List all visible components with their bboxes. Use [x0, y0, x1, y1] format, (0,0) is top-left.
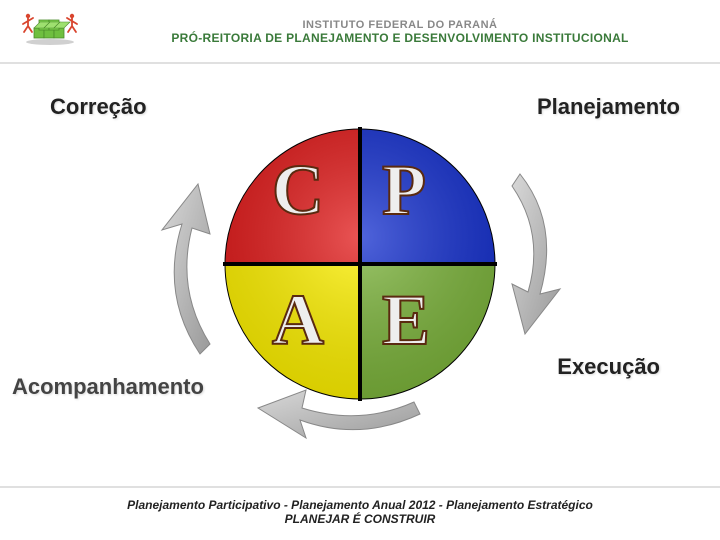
quadrant-letter-e: E: [382, 279, 430, 362]
header: INSTITUTO FEDERAL DO PARANÁ PRÓ-REITORIA…: [0, 0, 720, 64]
quadrant-letter-c: C: [272, 149, 324, 232]
label-correcao: Correção: [50, 94, 147, 120]
footer-line-2: PLANEJAR É CONSTRUIR: [0, 512, 720, 526]
quadrant-letter-p: P: [382, 149, 426, 232]
quadrant-letter-a: A: [272, 279, 324, 362]
label-execucao: Execução: [557, 354, 660, 380]
main-diagram: C P A E Correção Planejamento Acompanham…: [0, 64, 720, 464]
footer: Planejamento Participativo - Planejament…: [0, 486, 720, 540]
institution-logo: [16, 8, 96, 56]
footer-line-1: Planejamento Participativo - Planejament…: [0, 498, 720, 512]
header-title-1: INSTITUTO FEDERAL DO PARANÁ: [96, 19, 704, 31]
label-acompanhamento: Acompanhamento: [12, 374, 204, 400]
header-title-2: PRÓ-REITORIA DE PLANEJAMENTO E DESENVOLV…: [96, 31, 704, 45]
header-text: INSTITUTO FEDERAL DO PARANÁ PRÓ-REITORIA…: [96, 19, 704, 45]
label-planejamento: Planejamento: [537, 94, 680, 120]
pdca-wheel: [210, 114, 510, 414]
